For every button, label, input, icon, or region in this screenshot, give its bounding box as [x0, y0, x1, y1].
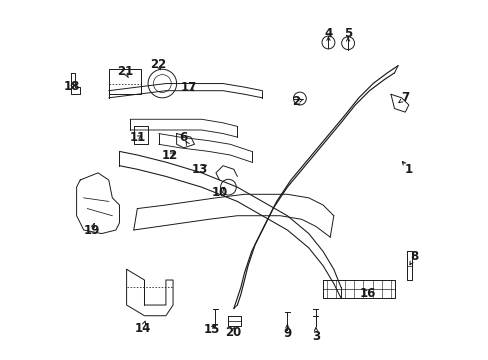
Text: 8: 8: [409, 250, 417, 263]
Text: 3: 3: [311, 330, 319, 343]
Text: 12: 12: [161, 149, 177, 162]
Text: 6: 6: [179, 131, 187, 144]
Text: 13: 13: [191, 163, 207, 176]
Text: 14: 14: [134, 323, 151, 336]
Text: 2: 2: [292, 95, 300, 108]
Bar: [108, 69, 141, 94]
Text: 7: 7: [400, 91, 408, 104]
Text: 9: 9: [283, 327, 291, 340]
Text: 18: 18: [64, 80, 81, 93]
Text: 4: 4: [324, 27, 332, 40]
Text: 19: 19: [83, 224, 100, 237]
Text: 11: 11: [129, 131, 145, 144]
Text: 15: 15: [203, 323, 220, 336]
Text: 22: 22: [150, 58, 166, 71]
Text: 16: 16: [359, 287, 375, 300]
Text: 5: 5: [343, 27, 351, 40]
Text: 21: 21: [117, 64, 133, 77]
Text: 20: 20: [224, 327, 241, 339]
Text: 10: 10: [211, 186, 227, 199]
Text: 17: 17: [181, 81, 197, 94]
Text: 1: 1: [404, 163, 412, 176]
